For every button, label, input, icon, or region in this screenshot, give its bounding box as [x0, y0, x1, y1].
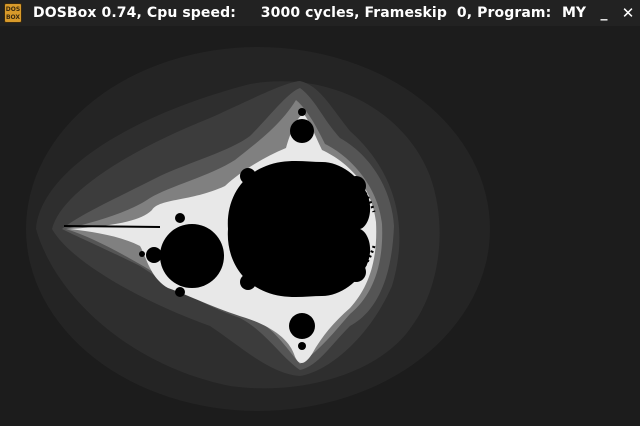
dosbox-icon-text-bottom: BOX	[6, 14, 20, 21]
title-bar[interactable]: DOS BOX DOSBox 0.74, Cpu speed: 3000 cyc…	[0, 0, 640, 26]
dos-screen[interactable]	[0, 26, 640, 426]
side-bulb-upper-left	[240, 168, 256, 184]
dosbox-icon-text-top: DOS	[6, 6, 20, 13]
window-title-suffix: MY	[562, 5, 587, 21]
period-4-bulb	[146, 247, 162, 263]
close-button[interactable]: ✕	[621, 4, 635, 22]
mandelbrot-render	[26, 47, 490, 411]
bulb-2-upper	[175, 213, 185, 223]
minor-bulb-bottom	[298, 342, 306, 350]
bulb-2-lower	[175, 287, 185, 297]
dosbox-icon: DOS BOX	[4, 3, 22, 23]
minor-bulb-left	[139, 251, 145, 257]
period-3-bulb-bottom	[289, 313, 315, 339]
minimize-button[interactable]: _	[600, 5, 608, 21]
real-axis-antenna	[63, 225, 161, 228]
window-title: DOSBox 0.74, Cpu speed: 3000 cycles, Fra…	[33, 5, 552, 21]
period-2-bulb	[160, 224, 224, 288]
side-bulb-upper-right	[346, 176, 366, 196]
minor-bulb-top	[298, 108, 306, 116]
period-3-bulb-top	[290, 119, 314, 143]
side-bulb-lower-left	[240, 274, 256, 290]
main-cardioid	[227, 161, 371, 297]
side-bulb-lower-right	[346, 262, 366, 282]
